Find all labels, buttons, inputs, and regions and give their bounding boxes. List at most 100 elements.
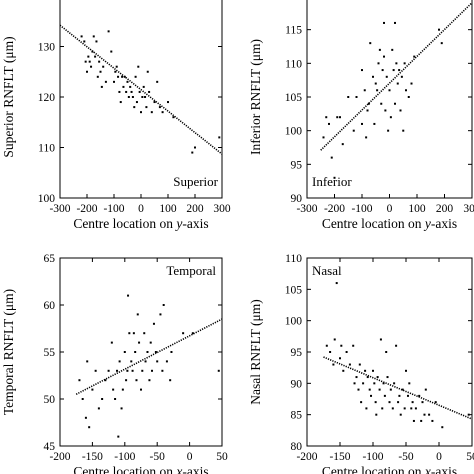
data-point xyxy=(411,401,414,404)
data-point xyxy=(138,90,141,93)
data-point xyxy=(372,369,374,372)
data-point xyxy=(342,369,345,372)
data-point xyxy=(391,407,394,410)
data-point xyxy=(414,407,417,410)
axes-frame xyxy=(59,0,223,199)
data-point xyxy=(146,70,149,73)
y-tick-label: 100 xyxy=(285,316,303,328)
data-point xyxy=(418,394,421,397)
data-point xyxy=(365,136,368,139)
data-point xyxy=(162,304,165,306)
data-point xyxy=(467,413,470,416)
data-point xyxy=(101,398,104,400)
x-tick-label: -100 xyxy=(114,451,135,463)
data-point xyxy=(148,379,151,382)
data-point xyxy=(120,407,123,410)
y-tick-label: 130 xyxy=(38,42,56,54)
panel-label: Temporal xyxy=(166,263,216,278)
data-point xyxy=(135,101,138,104)
data-point xyxy=(110,341,113,344)
data-point xyxy=(107,369,110,372)
data-point xyxy=(403,407,406,410)
data-point xyxy=(369,42,372,45)
data-point xyxy=(148,90,151,93)
data-point xyxy=(389,116,392,119)
data-point xyxy=(328,122,330,125)
data-point xyxy=(403,62,406,65)
data-point xyxy=(146,351,149,353)
y-tick-label: 140 xyxy=(38,0,56,3)
axes-frame xyxy=(306,257,473,447)
data-point xyxy=(406,394,409,397)
x-tick-label: -200 xyxy=(324,203,345,215)
data-point xyxy=(357,388,360,391)
y-tick-label: 110 xyxy=(285,58,302,70)
data-point xyxy=(352,129,355,132)
data-point xyxy=(104,379,107,382)
data-point xyxy=(410,82,413,85)
panel-inferior: -300 -200 -100 0 100 200 300 90 95 100 105 110 115 12… xyxy=(248,0,474,231)
data-point xyxy=(114,70,117,73)
data-point xyxy=(438,28,440,31)
data-point xyxy=(441,426,444,429)
data-point xyxy=(392,69,395,72)
data-point xyxy=(92,35,95,38)
data-point xyxy=(366,376,369,379)
data-point xyxy=(396,82,399,85)
data-point xyxy=(402,129,405,132)
y-tick-label: 100 xyxy=(38,193,56,205)
data-point xyxy=(140,388,142,391)
y-tick-label: 100 xyxy=(285,126,303,138)
panel-label: Superior xyxy=(173,174,218,189)
data-point xyxy=(322,136,325,139)
x-tick-label: -150 xyxy=(329,451,350,463)
data-point xyxy=(137,65,140,68)
data-point xyxy=(330,156,333,159)
data-point xyxy=(385,75,388,78)
data-point xyxy=(347,96,350,98)
data-point xyxy=(112,388,115,391)
regression-line xyxy=(320,2,473,151)
data-point xyxy=(130,360,133,363)
data-point xyxy=(121,75,124,78)
data-point xyxy=(398,394,401,397)
data-point xyxy=(123,75,126,78)
data-point xyxy=(143,332,146,335)
data-point xyxy=(161,369,164,372)
data-point xyxy=(421,401,424,404)
data-point xyxy=(118,90,121,93)
data-point xyxy=(154,351,157,353)
data-point xyxy=(405,369,407,372)
data-point xyxy=(398,69,401,72)
y-tick-label: 95 xyxy=(291,159,303,171)
data-point xyxy=(88,426,91,429)
data-point xyxy=(397,401,400,404)
data-point xyxy=(99,70,102,73)
data-point xyxy=(152,322,155,325)
regression-line xyxy=(75,318,223,396)
data-point xyxy=(329,351,332,353)
data-point xyxy=(434,401,437,404)
y-axis-label: Inferior RNFLT (μm) xyxy=(248,39,263,155)
data-point xyxy=(340,344,343,347)
x-axis-label: Centre location on x-axis xyxy=(73,464,208,474)
data-point xyxy=(145,106,148,109)
data-point xyxy=(88,60,91,63)
y-tick-label: 110 xyxy=(285,253,302,265)
y-axis-label: Superior RNFLT (μm) xyxy=(1,36,16,157)
y-axis-label: Temporal RNFLT (μm) xyxy=(1,289,16,415)
y-tick-label: 65 xyxy=(44,253,56,265)
data-point xyxy=(218,136,221,139)
data-point xyxy=(364,369,367,372)
data-point xyxy=(158,106,161,109)
data-point xyxy=(405,89,407,92)
x-axis-label: Centre location on x-axis xyxy=(322,464,457,474)
panel-label: Nasal xyxy=(312,263,342,278)
data-point xyxy=(138,341,141,344)
data-point xyxy=(366,109,369,112)
data-point xyxy=(384,109,387,112)
data-point xyxy=(374,82,377,85)
data-point xyxy=(381,407,384,410)
data-point xyxy=(129,85,132,88)
